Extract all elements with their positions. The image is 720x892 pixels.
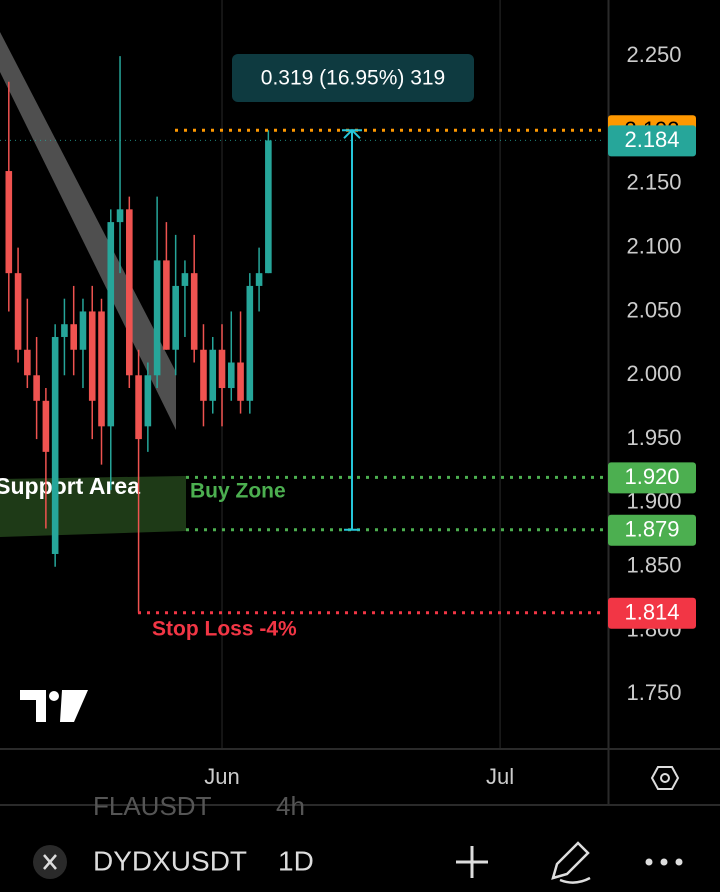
candle-body: [70, 324, 77, 350]
candle-body: [153, 260, 161, 376]
previous-interval: 4h: [276, 791, 305, 821]
candle-body: [107, 222, 115, 427]
candle-body: [33, 375, 40, 401]
close-symbol[interactable]: [33, 845, 67, 879]
candle-body: [200, 349, 207, 401]
previous-symbol: FLAUSDT: [93, 791, 212, 821]
buy-zone-label: Buy Zone: [190, 480, 286, 503]
y-tick-label: 1.750: [626, 680, 681, 705]
draw-button[interactable]: [551, 841, 591, 884]
candle-body: [218, 349, 226, 389]
symbol[interactable]: DYDXUSDT: [93, 845, 247, 876]
candle-body: [61, 324, 68, 337]
interval[interactable]: 1D: [278, 845, 314, 876]
candle-body: [190, 273, 198, 350]
price-label: 1.920: [624, 464, 679, 489]
candle-body: [79, 311, 87, 350]
candle-body: [42, 400, 50, 452]
support-label: Support Area: [0, 473, 140, 499]
y-tick-label: 2.100: [626, 233, 681, 258]
y-tick-label: 2.000: [626, 361, 681, 386]
candle-body: [237, 362, 244, 401]
candle-body: [135, 375, 142, 440]
settings-icon[interactable]: [650, 766, 680, 790]
measure-arrow: [342, 128, 362, 531]
price-label-box: [608, 514, 696, 546]
measure-box: [232, 54, 474, 102]
x-tick-label: Jun: [204, 764, 239, 789]
price-label-box: [608, 462, 696, 494]
toolbar: [0, 820, 720, 892]
candle-body: [14, 273, 22, 350]
price-label-box: [608, 125, 696, 157]
price-label: 2.184: [624, 127, 679, 152]
price-label: 1.879: [624, 517, 679, 542]
x-tick-label: Jul: [486, 764, 514, 789]
y-tick-label: 2.150: [626, 170, 681, 195]
candle-body: [163, 260, 170, 350]
candle-body: [227, 362, 235, 389]
candle-body: [255, 273, 263, 286]
candle-body: [98, 311, 105, 427]
price-label: 1.814: [624, 600, 679, 625]
candle-body: [88, 311, 96, 401]
candle-body: [5, 171, 13, 274]
candle-body: [126, 209, 133, 376]
y-tick-label: 1.950: [626, 425, 681, 450]
y-tick-label: 2.050: [626, 297, 681, 322]
candle-body: [51, 336, 59, 554]
stop-loss-label: Stop Loss -4%: [152, 618, 297, 641]
y-tick-label: 2.250: [626, 42, 681, 67]
candle-body: [265, 140, 272, 274]
candle-body: [116, 209, 124, 223]
candle-body: [172, 285, 179, 350]
candle-body: [24, 349, 31, 376]
y-tick-label: 2.300: [626, 0, 681, 3]
candle-body: [209, 349, 217, 401]
measure-label: 0.319 (16.95%) 319: [261, 67, 445, 90]
candle-body: [144, 375, 152, 427]
price-label-box: [608, 597, 696, 629]
more-button[interactable]: [645, 858, 683, 866]
candle-body: [181, 273, 189, 286]
tv-logo: [20, 690, 88, 722]
y-tick-label: 1.850: [626, 553, 681, 578]
candle-body: [246, 285, 254, 401]
add-button[interactable]: [456, 846, 488, 878]
